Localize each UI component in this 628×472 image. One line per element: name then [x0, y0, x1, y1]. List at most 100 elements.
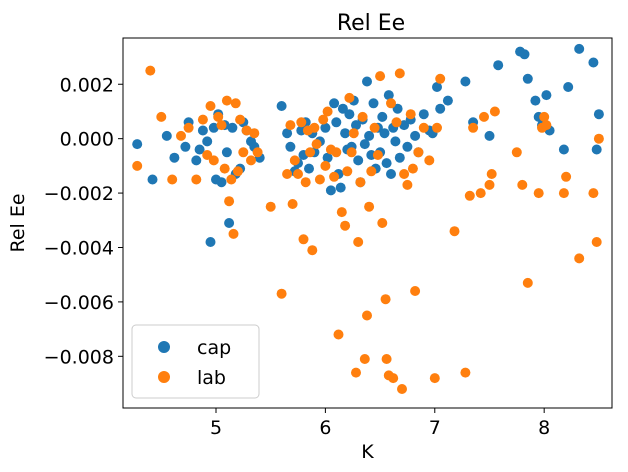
data-point-lab: [289, 155, 300, 166]
data-point-cap: [418, 109, 429, 120]
data-point-cap: [285, 141, 296, 152]
data-point-lab: [311, 139, 322, 150]
data-point-lab: [183, 122, 194, 133]
data-point-lab: [216, 120, 227, 131]
data-point-lab: [468, 122, 479, 133]
x-tick-label: 8: [538, 417, 550, 439]
data-point-lab: [413, 147, 424, 158]
data-point-lab: [386, 98, 396, 109]
data-point-cap: [399, 120, 410, 131]
data-point-cap: [460, 76, 471, 87]
data-point-cap: [435, 103, 446, 114]
data-point-cap: [530, 95, 541, 106]
y-tick-label: −0.002: [44, 183, 114, 205]
data-point-cap: [574, 43, 585, 54]
data-point-lab: [314, 174, 325, 185]
data-point-lab: [232, 166, 243, 177]
data-point-lab: [132, 160, 143, 171]
data-point-cap: [191, 155, 202, 166]
legend-box: [131, 324, 260, 399]
x-axis-label: K: [361, 441, 374, 463]
data-point-cap: [147, 174, 158, 185]
data-point-cap: [197, 125, 208, 136]
data-point-lab: [397, 384, 407, 394]
data-point-lab: [407, 163, 418, 174]
data-point-lab: [489, 106, 500, 117]
data-point-cap: [344, 109, 355, 120]
data-point-lab: [329, 171, 340, 182]
data-point-cap: [208, 122, 219, 133]
data-point-lab: [484, 179, 495, 190]
data-point-cap: [194, 144, 205, 155]
data-point-cap: [386, 169, 396, 179]
data-point-lab: [353, 237, 364, 247]
data-point-lab: [366, 166, 377, 177]
data-point-lab: [197, 114, 208, 125]
data-point-lab: [176, 130, 186, 141]
data-point-lab: [517, 179, 528, 190]
data-point-lab: [355, 177, 366, 188]
data-point-lab: [238, 147, 249, 158]
y-tick-label: 0.002: [60, 74, 114, 96]
data-point-lab: [208, 155, 219, 166]
data-point-lab: [388, 373, 399, 384]
data-point-lab: [460, 367, 471, 378]
data-point-lab: [285, 120, 296, 131]
data-point-cap: [224, 218, 235, 228]
data-point-lab: [391, 117, 402, 128]
data-point-lab: [418, 122, 429, 133]
data-point-lab: [533, 188, 544, 199]
data-point-lab: [486, 169, 497, 179]
data-point-cap: [202, 136, 213, 147]
data-point-lab: [213, 111, 224, 122]
data-point-lab: [364, 201, 375, 212]
data-point-lab: [558, 188, 569, 199]
data-point-lab: [369, 122, 380, 133]
data-point-cap: [379, 128, 390, 139]
data-point-lab: [293, 169, 303, 179]
data-point-cap: [563, 82, 574, 92]
data-point-lab: [372, 150, 383, 160]
data-point-cap: [362, 76, 372, 87]
data-point-lab: [522, 277, 533, 288]
data-point-lab: [336, 207, 347, 218]
data-point-cap: [394, 152, 405, 163]
data-point-cap: [377, 111, 388, 122]
data-point-lab: [381, 354, 392, 364]
data-point-lab: [246, 155, 256, 166]
points-layer: [132, 43, 604, 394]
y-tick-label: −0.006: [44, 292, 114, 314]
data-point-cap: [132, 139, 143, 150]
data-point-cap: [442, 95, 453, 106]
data-point-lab: [305, 147, 316, 158]
data-point-lab: [399, 169, 410, 179]
data-point-lab: [205, 101, 216, 111]
y-axis: −0.008 −0.006 −0.004 −0.002 0.000 0.002: [44, 74, 123, 368]
data-point-cap: [381, 158, 392, 169]
x-tick-label: 7: [429, 417, 441, 439]
data-point-lab: [296, 117, 307, 128]
data-point-cap: [320, 122, 331, 133]
data-point-lab: [348, 128, 359, 139]
data-point-cap: [161, 130, 172, 141]
data-point-lab: [359, 354, 370, 364]
data-point-lab: [380, 294, 391, 305]
data-point-cap: [390, 136, 401, 147]
data-point-lab: [249, 128, 260, 139]
data-point-lab: [219, 163, 230, 174]
data-point-cap: [340, 128, 351, 139]
legend-marker-lab: [158, 371, 170, 383]
data-point-lab: [221, 95, 232, 106]
x-tick-label: 6: [319, 417, 331, 439]
data-point-cap: [392, 103, 403, 114]
data-point-lab: [342, 166, 353, 177]
legend-label-lab: lab: [197, 367, 226, 389]
data-point-cap: [558, 144, 569, 155]
data-point-cap: [410, 130, 421, 141]
data-point-lab: [588, 188, 599, 199]
data-point-lab: [449, 226, 460, 237]
data-point-lab: [167, 174, 178, 185]
data-point-lab: [318, 114, 329, 125]
data-point-lab: [464, 190, 475, 201]
